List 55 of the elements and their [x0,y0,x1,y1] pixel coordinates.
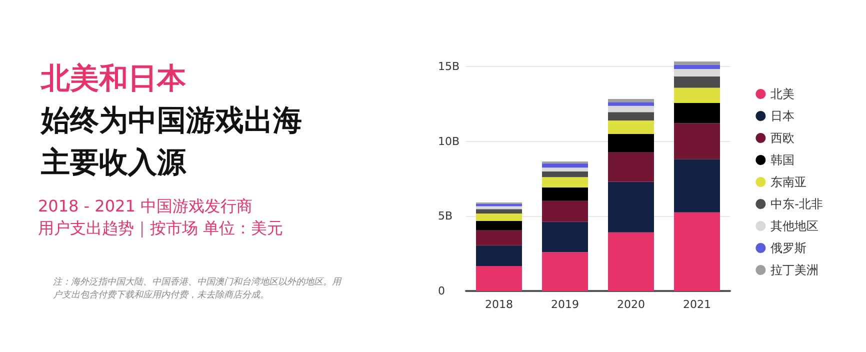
bar [476,213,522,221]
bar [674,64,720,70]
text: 北美和日本 [40,61,187,95]
bar [608,232,654,291]
bar [674,212,720,291]
bar [608,134,654,152]
bar [542,187,588,201]
y-tick-label: 5B [438,210,453,223]
legend-label: 东南亚 [770,175,807,189]
y-tick-label: 0 [438,284,445,298]
legend-label: 西欧 [770,131,795,145]
bar [608,102,654,106]
legend-label: 日本 [770,109,795,123]
text: 注：海外泛指中国大陆、中国香港、中国澳门和台湾地区以外的地区。用户支出包含付费下载和应用内付费，未去除商店分成。 [53,276,342,300]
bar [674,76,720,88]
bar [674,62,720,65]
legend-label: 中东-北非 [770,197,824,211]
y-tick-label: 15B [438,60,460,73]
y-tick-label: 10B [438,134,460,148]
legend-label: 韩国 [770,153,795,167]
bar [608,112,654,121]
bar [608,120,654,134]
bar [476,204,522,206]
bar [542,200,588,222]
text: 2018 - 2021 中国游戏发行商 [38,196,252,216]
bar [674,88,720,104]
bar [674,123,720,160]
legend-label: 俄罗斯 [770,241,807,255]
bar [674,159,720,212]
legend-label: 其他地区 [770,219,819,233]
bar [542,222,588,252]
bar [542,252,588,291]
bar [674,69,720,77]
bar [608,106,654,112]
text: 用户支出趋势｜按市场 单位：美元 [38,218,284,238]
bar [476,230,522,246]
x-tick-label: 2018 [485,298,513,311]
bar [542,171,588,178]
bar [476,245,522,266]
x-tick-label: 2020 [617,298,645,311]
text: 始终为中国游戏出海主要收入源 [40,103,302,179]
x-tick-label: 2019 [551,298,579,311]
x-tick-label: 2021 [683,298,711,311]
bar [542,177,588,188]
bar [542,163,588,168]
bar [476,220,522,230]
legend-label: 北美 [770,87,795,101]
bar [608,152,654,182]
bar [608,98,654,102]
bar [542,168,588,172]
legend-label: 拉丁美洲 [770,263,819,277]
bar [674,103,720,124]
bar [476,266,522,291]
bar [608,182,654,232]
bar [476,209,522,214]
